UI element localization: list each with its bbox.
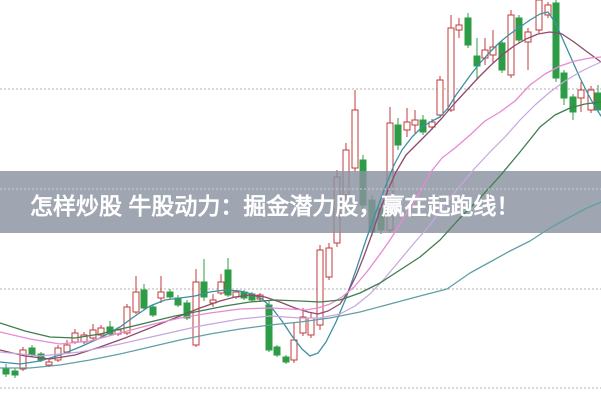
candle-body	[183, 302, 191, 319]
candle	[166, 289, 174, 299]
candle	[544, 2, 552, 18]
candle-body	[11, 370, 19, 376]
candle	[273, 345, 281, 357]
gridlines-layer	[0, 88, 601, 389]
candle-body	[507, 14, 515, 76]
candle	[89, 324, 97, 340]
candle	[594, 85, 601, 112]
ma-maroon	[0, 31, 601, 360]
ma-pink	[0, 56, 601, 345]
candle-body	[265, 304, 273, 351]
candle-body	[299, 316, 307, 334]
candle	[464, 13, 472, 48]
candle-body	[560, 72, 568, 99]
candle-body	[411, 119, 419, 126]
candle-body	[569, 96, 577, 113]
candle-body	[428, 121, 436, 128]
candle	[209, 294, 217, 307]
candle	[498, 40, 506, 73]
candle-body	[594, 92, 601, 111]
candle	[19, 347, 27, 371]
candle-body	[192, 281, 200, 346]
ma-dark-green	[0, 101, 601, 339]
candle	[174, 295, 182, 307]
candle-body	[200, 281, 208, 298]
candle	[157, 276, 165, 303]
candle	[140, 284, 148, 310]
candle-body	[273, 346, 281, 356]
candle	[507, 10, 515, 78]
candle-body	[464, 17, 472, 46]
candle-body	[19, 349, 27, 370]
ma-fast-teal	[0, 11, 601, 365]
candle-body	[455, 24, 463, 31]
candle-body	[217, 281, 225, 294]
candle	[325, 243, 333, 280]
candle	[560, 70, 568, 105]
candle	[394, 118, 402, 150]
candle	[316, 245, 324, 330]
ma-lines-layer	[0, 11, 601, 369]
candle-body	[132, 291, 140, 313]
candle	[132, 276, 140, 314]
candle-body	[544, 4, 552, 16]
candle-body	[436, 79, 444, 116]
candle-body	[2, 367, 10, 375]
candle-body	[577, 89, 585, 99]
candle-body	[97, 327, 105, 336]
candle	[455, 18, 463, 38]
candle-body	[157, 291, 165, 299]
candle-body	[224, 269, 232, 296]
candle-body	[515, 17, 523, 41]
candle	[447, 15, 455, 112]
candle	[515, 15, 523, 43]
candle-body	[403, 121, 411, 131]
candle-body	[316, 249, 324, 326]
candle-body	[552, 2, 560, 79]
candle	[149, 304, 157, 317]
candle	[351, 90, 359, 172]
ma-slow-teal	[0, 201, 601, 369]
candle-body	[447, 27, 455, 111]
candle-body	[149, 306, 157, 316]
candle-body	[498, 42, 506, 71]
candle	[481, 38, 489, 65]
candle	[282, 355, 290, 364]
candle	[411, 110, 419, 133]
candle-body	[282, 356, 290, 363]
candle	[290, 323, 298, 363]
candle	[224, 258, 232, 297]
banner-title: 怎样炒股 牛股动力：掘金潜力股，赢在起跑线！	[30, 193, 519, 219]
candle-body	[28, 347, 36, 356]
candle-body	[351, 109, 359, 169]
candle	[217, 274, 225, 295]
candle	[524, 28, 532, 70]
candle	[97, 325, 105, 337]
candle	[436, 76, 444, 117]
candle-body	[89, 329, 97, 339]
candle-body	[37, 353, 45, 361]
candle	[11, 368, 19, 378]
ma-violet-faint	[0, 61, 601, 357]
candle	[577, 82, 585, 112]
candle	[307, 313, 315, 338]
candle	[473, 38, 481, 80]
title-banner	[0, 171, 601, 233]
candle-body	[45, 361, 53, 366]
candle-body	[489, 46, 497, 56]
candle-body	[325, 247, 333, 278]
candle	[403, 108, 411, 137]
candle	[192, 269, 200, 347]
candle-body	[290, 339, 298, 361]
candle-body	[394, 124, 402, 146]
candle	[489, 30, 497, 63]
candle-body	[166, 291, 174, 298]
candle	[2, 364, 10, 377]
candle-body	[140, 289, 148, 309]
